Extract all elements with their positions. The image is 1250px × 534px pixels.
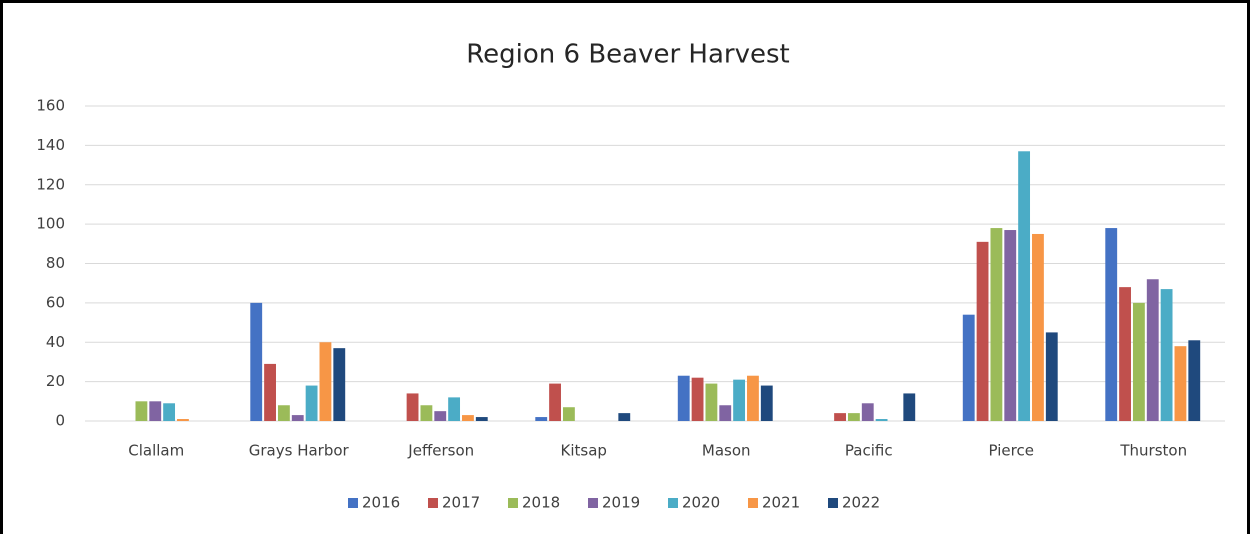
bar <box>861 403 874 421</box>
legend-label: 2018 <box>522 494 560 512</box>
bar <box>291 415 304 421</box>
bar <box>990 228 1003 421</box>
x-tick-label: Mason <box>702 442 751 460</box>
bar <box>277 405 290 421</box>
bar <box>406 393 419 421</box>
legend-label: 2021 <box>762 494 800 512</box>
bar <box>691 377 704 421</box>
bar <box>747 375 759 421</box>
legend-swatch <box>668 498 678 508</box>
bar <box>834 413 846 421</box>
bar <box>903 393 916 421</box>
bar <box>1018 151 1031 421</box>
x-tick-label: Kitsap <box>561 442 607 460</box>
x-tick-label: Clallam <box>128 442 184 460</box>
bar <box>719 405 732 421</box>
bar <box>705 383 718 421</box>
bar <box>1188 340 1201 421</box>
bar <box>976 241 989 421</box>
legend-label: 2019 <box>602 494 640 512</box>
bar <box>1132 302 1145 421</box>
bar <box>962 314 975 421</box>
y-tick-label: 140 <box>36 136 65 154</box>
y-tick-label: 100 <box>36 215 65 233</box>
bar <box>149 401 162 421</box>
bar <box>319 342 332 421</box>
bar <box>1160 289 1173 421</box>
bar <box>1004 230 1017 421</box>
legend-swatch <box>348 498 358 508</box>
y-tick-label: 160 <box>36 97 65 115</box>
x-tick-label: Pierce <box>989 442 1034 460</box>
bar <box>875 419 888 421</box>
y-tick-label: 60 <box>46 293 65 311</box>
x-tick-label: Thurston <box>1119 442 1187 460</box>
legend-swatch <box>428 498 438 508</box>
bar <box>1119 287 1131 421</box>
y-tick-label: 120 <box>36 175 65 193</box>
bar <box>549 383 561 421</box>
bar <box>250 302 263 421</box>
bar <box>448 397 461 421</box>
legend-label: 2020 <box>682 494 720 512</box>
x-tick-label: Jefferson <box>407 442 474 460</box>
bar <box>135 401 148 421</box>
bar <box>475 417 488 421</box>
bar <box>1105 228 1118 421</box>
legend-swatch <box>588 498 598 508</box>
x-tick-label: Grays Harbor <box>249 442 350 460</box>
bar <box>618 413 631 421</box>
bar <box>264 363 276 421</box>
bar <box>1146 279 1159 421</box>
legend-label: 2022 <box>842 494 880 512</box>
bar <box>733 379 746 421</box>
legend-label: 2016 <box>362 494 400 512</box>
legend-swatch <box>748 498 758 508</box>
bar <box>1174 346 1187 421</box>
x-tick-label: Pacific <box>845 442 893 460</box>
bar <box>1032 233 1044 421</box>
bar <box>760 385 773 421</box>
legend-swatch <box>828 498 838 508</box>
bar <box>333 348 346 421</box>
y-tick-label: 20 <box>46 372 65 390</box>
y-tick-label: 0 <box>55 412 65 430</box>
bar <box>177 419 189 421</box>
bar <box>677 375 690 421</box>
bar <box>535 417 548 421</box>
bar <box>305 385 318 421</box>
y-tick-label: 80 <box>46 254 65 272</box>
bar <box>847 413 860 421</box>
bar <box>462 415 474 421</box>
bar <box>1045 332 1058 421</box>
chart-title: Region 6 Beaver Harvest <box>466 40 789 70</box>
bar <box>420 405 433 421</box>
bar <box>163 403 176 421</box>
y-tick-label: 40 <box>46 333 65 351</box>
bar <box>434 411 447 421</box>
legend-label: 2017 <box>442 494 480 512</box>
legend-swatch <box>508 498 518 508</box>
bar <box>562 407 575 421</box>
